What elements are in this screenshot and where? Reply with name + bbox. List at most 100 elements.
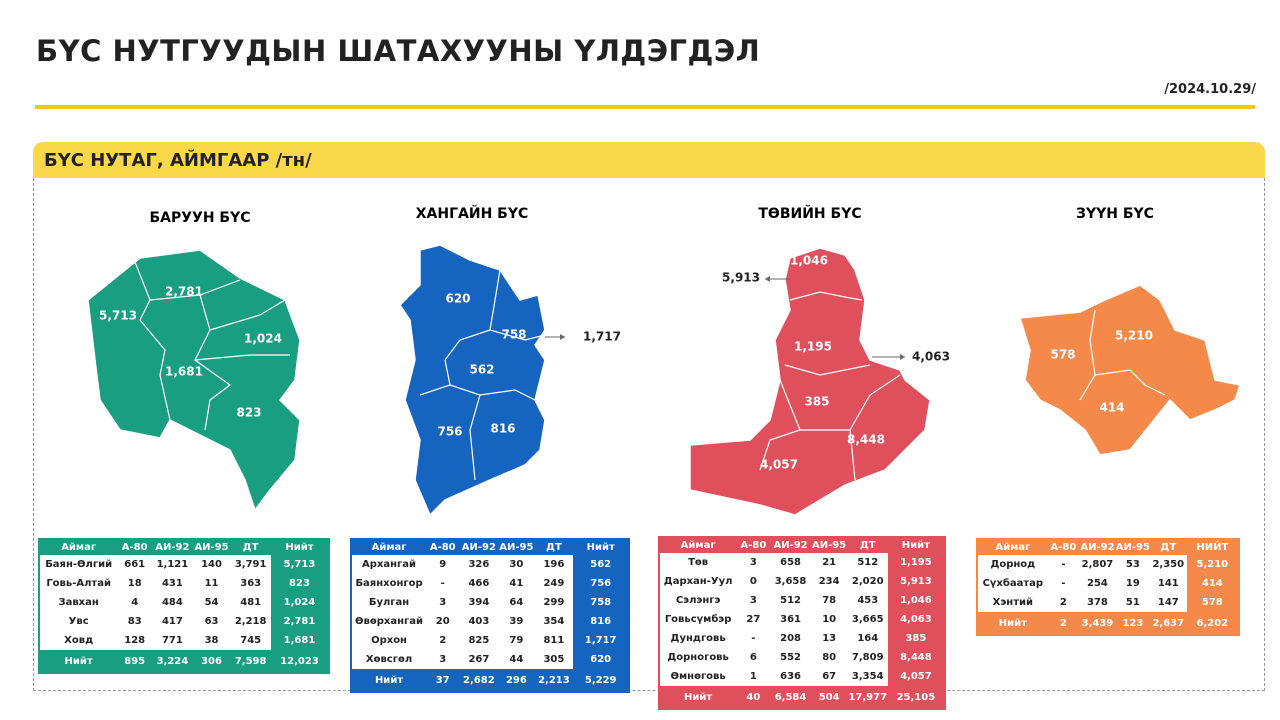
table-cell: АИ-92 <box>1079 539 1116 555</box>
data-row: Хөвсгөл 3 267 44 305 620 <box>351 650 629 669</box>
province-border <box>784 364 871 376</box>
data-row: Төв 3 658 21 512 1,195 <box>659 553 945 572</box>
table-cell: 19 <box>1115 574 1150 593</box>
table-cell: Аймаг <box>39 539 118 555</box>
map-label: 620 <box>445 292 470 306</box>
table-cell: 5,210 <box>1186 555 1239 574</box>
header-rule <box>35 105 1255 109</box>
table-cell: 51 <box>1115 593 1150 612</box>
table-cell: 6,202 <box>1186 612 1239 635</box>
table-cell: Архангай <box>351 555 427 574</box>
table-cell: 305 <box>534 650 574 669</box>
table-cell: 825 <box>459 631 499 650</box>
header-row: Аймаг А-80 АИ-92 АИ-95 ДТ Нийт <box>39 539 329 555</box>
table-cell: Дархан-Уул <box>659 572 737 591</box>
table-cell: Аймаг <box>659 537 737 553</box>
table-cell: 3 <box>426 593 460 612</box>
table-cell: 745 <box>230 631 271 650</box>
table-cell: 2,781 <box>270 612 329 631</box>
table-cell: 141 <box>1149 574 1187 593</box>
table-cell: Нийт <box>659 686 737 709</box>
table-cell: 27 <box>736 610 771 629</box>
table-cell: 2 <box>426 631 460 650</box>
data-row: Баянхонгор -466 41 249 756 <box>351 574 629 593</box>
table-cell: 83 <box>117 612 153 631</box>
table-cell: 484 <box>152 593 193 612</box>
table-cell: 2 <box>1047 612 1080 635</box>
table-cell: Нийт <box>887 537 945 553</box>
table-cell: 552 <box>770 648 811 667</box>
table-cell: АИ-95 <box>1115 539 1150 555</box>
province-border <box>194 294 232 431</box>
province-border <box>489 329 546 341</box>
table-cell: 756 <box>573 574 629 593</box>
table-cell: - <box>426 574 460 593</box>
table-cell: Нийт <box>977 612 1048 635</box>
table-cell: 10 <box>810 610 848 629</box>
table-cell: 1,681 <box>270 631 329 650</box>
table-cell: Хэнтий <box>977 593 1048 612</box>
table-cell: 3 <box>736 553 771 572</box>
table-cell: 1,121 <box>152 555 193 574</box>
table-cell: 123 <box>1115 612 1150 635</box>
table-cell: 620 <box>573 650 629 669</box>
data-row: Өвөрхангай 20 403 39 354 816 <box>351 612 629 631</box>
table-cell: 8,448 <box>887 648 945 667</box>
region-table: Аймаг А-80 АИ-92 АИ-95 ДТ НИЙТ Дорнод -2,807 53 2… <box>976 538 1240 636</box>
table-cell: 39 <box>498 612 535 631</box>
table-cell: 326 <box>459 555 499 574</box>
table-cell: 7,598 <box>230 650 271 673</box>
region-name: БАРУУН БҮС <box>149 210 250 226</box>
table-cell: 79 <box>498 631 535 650</box>
table-cell: 5,713 <box>270 555 329 574</box>
table-cell: Увс <box>39 612 118 631</box>
table-cell: - <box>1047 555 1080 574</box>
table-cell: 512 <box>770 591 811 610</box>
table-cell: А-80 <box>736 537 771 553</box>
table-cell: 41 <box>498 574 535 593</box>
total-row: Нийт 37 2,682 296 2,213 5,229 <box>351 669 629 692</box>
table-cell: А-80 <box>117 539 153 555</box>
table-cell: 21 <box>810 553 848 572</box>
table-cell: 403 <box>459 612 499 631</box>
data-row: Завхан 4 484 54 481 1,024 <box>39 593 329 612</box>
table-cell: 296 <box>498 669 535 692</box>
map-label: 1,681 <box>165 365 203 379</box>
table-cell: 758 <box>573 593 629 612</box>
header-row: Аймаг А-80 АИ-92 АИ-95 ДТ Нийт <box>659 537 945 553</box>
table-cell: 3,224 <box>152 650 193 673</box>
map-label: 5,210 <box>1115 329 1153 343</box>
arrow-head <box>560 334 565 340</box>
table-cell: 512 <box>847 553 888 572</box>
arrow-head <box>900 354 905 360</box>
region-name: ТӨВИЙН БҮС <box>758 205 861 222</box>
table-cell: ДТ <box>1149 539 1187 555</box>
table-cell: 164 <box>847 629 888 648</box>
map-label: 816 <box>490 422 515 436</box>
table-cell: 816 <box>573 612 629 631</box>
map-label: 8,448 <box>847 433 885 447</box>
map-label: 756 <box>437 425 462 439</box>
region-table: Аймаг А-80 АИ-92 АИ-95 ДТ Нийт Баян-Өлгий 661 1,… <box>38 538 330 674</box>
region-map <box>399 244 546 517</box>
arrow-head <box>765 276 770 282</box>
table-cell: 394 <box>459 593 499 612</box>
table-cell: 299 <box>534 593 574 612</box>
table-cell: 2,350 <box>1149 555 1187 574</box>
table-cell: 12,023 <box>270 650 329 673</box>
table-cell: 5,229 <box>573 669 629 692</box>
page-title: БҮС НУТГУУДЫН ШАТАХУУНЫ ҮЛДЭГДЭЛ <box>36 34 761 68</box>
table-cell: АИ-92 <box>459 539 499 555</box>
table-cell: 466 <box>459 574 499 593</box>
table-cell: АИ-95 <box>498 539 535 555</box>
callout-label: 1,717 <box>583 330 621 344</box>
table-cell: 208 <box>770 629 811 648</box>
table-cell: ДТ <box>230 539 271 555</box>
data-row: Баян-Өлгий 661 1,121 140 3,791 5,713 <box>39 555 329 574</box>
total-row: Нийт 895 3,224 306 7,598 12,023 <box>39 650 329 673</box>
table-cell: 9 <box>426 555 460 574</box>
table-cell: 431 <box>152 574 193 593</box>
table-cell: 1,195 <box>887 553 945 572</box>
map-label: 5,713 <box>99 309 137 323</box>
